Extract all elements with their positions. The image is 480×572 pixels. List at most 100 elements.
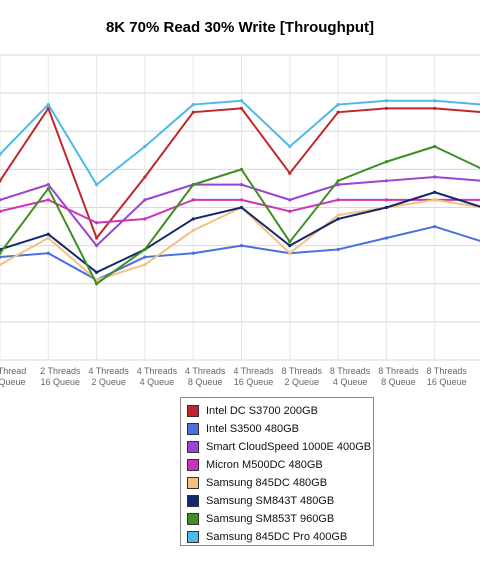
data-point bbox=[95, 221, 99, 225]
legend-label: Intel S3500 480GB bbox=[206, 423, 299, 435]
data-point bbox=[336, 213, 340, 217]
data-point bbox=[384, 160, 388, 164]
data-point bbox=[191, 110, 195, 114]
data-point bbox=[433, 106, 437, 110]
data-point bbox=[239, 205, 244, 210]
x-tick-label-line: 4 Threads bbox=[88, 366, 129, 376]
data-point bbox=[143, 144, 147, 149]
data-point bbox=[46, 102, 50, 107]
legend-item: Samsung 845DC 480GB bbox=[185, 474, 373, 492]
legend-swatch bbox=[187, 531, 199, 543]
data-point bbox=[46, 232, 50, 236]
data-point bbox=[143, 255, 147, 259]
data-point bbox=[46, 186, 50, 191]
data-point bbox=[288, 251, 292, 255]
x-tick-label: 4 Threads 2 Queue bbox=[88, 366, 129, 387]
series-0 bbox=[0, 106, 480, 240]
x-tick-label-line: 4 Queue bbox=[333, 377, 368, 387]
data-point bbox=[191, 228, 195, 232]
data-point bbox=[95, 282, 99, 286]
legend-item: Smart CloudSpeed 1000E 400GB bbox=[185, 438, 373, 456]
legend-item: Samsung SM843T 480GB bbox=[185, 492, 373, 510]
legend-label: Samsung SM843T 480GB bbox=[206, 495, 335, 507]
data-point bbox=[0, 263, 2, 267]
x-tick-label-line: 4 Threads bbox=[233, 366, 274, 376]
x-tick-label-line: 16 Queue bbox=[41, 377, 81, 387]
data-point bbox=[0, 209, 2, 213]
x-tick-label: 8 Threads 8 Queue bbox=[378, 366, 419, 387]
data-point bbox=[143, 198, 147, 202]
x-tick-label-line: 16 Queue bbox=[427, 377, 467, 387]
data-point bbox=[288, 240, 292, 244]
x-tick-label-line: 8 Queue bbox=[381, 377, 416, 387]
x-tick-label-line: 2 Queue bbox=[285, 377, 320, 387]
data-point bbox=[384, 205, 388, 210]
x-tick-label: 8 Threads 4 Queue bbox=[330, 366, 371, 387]
x-tick-label-line: Queue bbox=[0, 377, 26, 387]
data-point bbox=[239, 99, 244, 103]
data-point bbox=[95, 236, 99, 240]
data-point bbox=[288, 209, 292, 213]
legend-swatch bbox=[187, 495, 199, 507]
legend-swatch bbox=[187, 513, 199, 525]
data-point bbox=[0, 255, 2, 259]
data-point bbox=[95, 244, 99, 248]
x-tick-label-line: 2 Queue bbox=[91, 377, 126, 387]
x-tick-label-line: 16 Queue bbox=[234, 377, 274, 387]
data-point bbox=[336, 183, 340, 187]
legend-label: Samsung 845DC 480GB bbox=[206, 477, 328, 489]
data-point bbox=[46, 251, 50, 255]
x-tick-label: 4 Threads 8 Queue bbox=[185, 366, 226, 387]
legend-swatch bbox=[187, 441, 199, 453]
data-point bbox=[384, 236, 388, 240]
legend-label: Smart CloudSpeed 1000E 400GB bbox=[206, 441, 372, 453]
legend-item: Samsung 845DC Pro 400GB bbox=[185, 528, 373, 546]
data-point bbox=[433, 99, 437, 103]
data-point bbox=[288, 244, 292, 248]
data-point bbox=[191, 183, 195, 187]
x-tick-label-line: 2 Threads bbox=[40, 366, 81, 376]
legend-item: Intel S3500 480GB bbox=[185, 420, 373, 438]
data-point bbox=[143, 217, 147, 221]
data-point bbox=[0, 179, 2, 183]
data-point bbox=[336, 179, 340, 183]
legend-swatch bbox=[187, 423, 199, 435]
data-point bbox=[143, 247, 147, 252]
data-point bbox=[191, 217, 195, 221]
legend-item: Samsung SM853T 960GB bbox=[185, 510, 373, 528]
series-line bbox=[0, 107, 480, 239]
data-point bbox=[0, 251, 2, 255]
data-point bbox=[46, 236, 50, 240]
x-tick-label-line: 8 Threads bbox=[330, 366, 371, 376]
legend-label: Samsung SM853T 960GB bbox=[206, 513, 335, 525]
legend-swatch bbox=[187, 477, 199, 489]
data-point bbox=[239, 167, 244, 171]
data-point bbox=[336, 198, 340, 202]
data-point bbox=[191, 102, 195, 107]
data-point bbox=[191, 198, 195, 202]
data-point bbox=[384, 99, 388, 103]
data-point bbox=[143, 263, 147, 267]
data-point bbox=[95, 270, 99, 274]
x-tick-label: 8 Threads 16 Queue bbox=[427, 366, 468, 387]
x-tick-label: Thread Queue bbox=[0, 366, 26, 387]
x-tick-label-line: Thread bbox=[0, 366, 26, 376]
data-point bbox=[384, 198, 388, 202]
legend-item: Intel DC S3700 200GB bbox=[185, 402, 373, 420]
data-point bbox=[384, 106, 388, 110]
x-tick-label: 8 Threads 2 Queue bbox=[282, 366, 323, 387]
x-tick-label: 4 Threads 4 Queue bbox=[137, 366, 178, 387]
series-7 bbox=[0, 99, 480, 187]
x-tick-label-line: 8 Queue bbox=[188, 377, 223, 387]
data-point bbox=[143, 175, 147, 179]
series-6 bbox=[0, 144, 480, 286]
legend-item: Micron M500DC 480GB bbox=[185, 456, 373, 474]
legend: Intel DC S3700 200GB Intel S3500 480GB Sma… bbox=[180, 397, 374, 546]
data-point bbox=[336, 102, 340, 107]
data-point bbox=[384, 179, 388, 183]
data-point bbox=[239, 183, 244, 187]
data-point bbox=[433, 175, 437, 179]
data-point bbox=[433, 144, 437, 149]
